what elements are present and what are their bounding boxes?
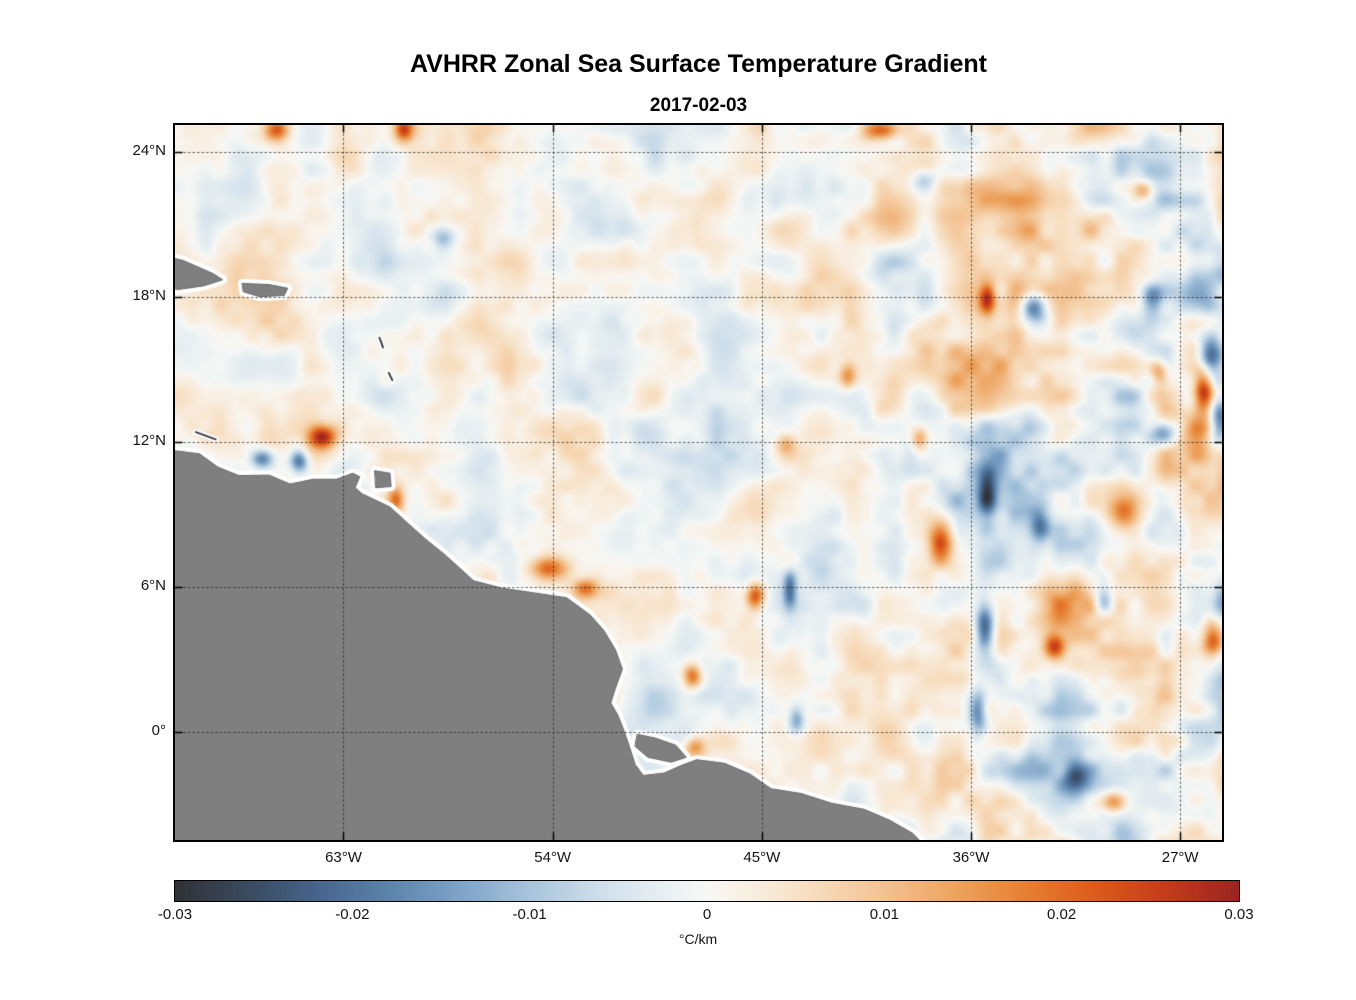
y-axis-tick-label: 18°N <box>132 286 166 304</box>
x-axis-tick-label: 27°W <box>1161 849 1199 866</box>
colorbar-tick-label: -0.02 <box>335 906 370 923</box>
y-axis-tick-label: 0° <box>151 721 166 739</box>
x-axis-tick-label: 45°W <box>743 849 781 866</box>
x-axis-tick-label: 63°W <box>325 849 362 866</box>
y-axis-tick-label: 24°N <box>132 141 166 159</box>
colorbar-gradient-canvas <box>175 881 1239 901</box>
colorbar-tick-label: 0.03 <box>1224 906 1254 923</box>
colorbar-tick-label: -0.03 <box>157 906 193 923</box>
y-axis-tick-label: 6°N <box>140 576 166 594</box>
x-axis-tick-label: 54°W <box>534 849 572 866</box>
y-axis-tick-label: 12°N <box>132 431 166 449</box>
map-plot-area <box>173 123 1224 842</box>
colorbar-tick-label: 0.01 <box>869 906 899 923</box>
colorbar-tick-label: 0.02 <box>1047 906 1077 923</box>
x-axis-tick-label: 36°W <box>952 849 990 866</box>
colorbar <box>174 880 1240 902</box>
chart-title: AVHRR Zonal Sea Surface Temperature Grad… <box>409 50 987 78</box>
colorbar-tick-label: -0.01 <box>512 906 547 923</box>
sst-gradient-heatmap-canvas <box>175 125 1222 840</box>
colorbar-tick-label: 0 <box>702 906 712 923</box>
chart-date-subtitle: 2017-02-03 <box>649 95 748 116</box>
colorbar-units-label: °C/km <box>678 931 718 947</box>
